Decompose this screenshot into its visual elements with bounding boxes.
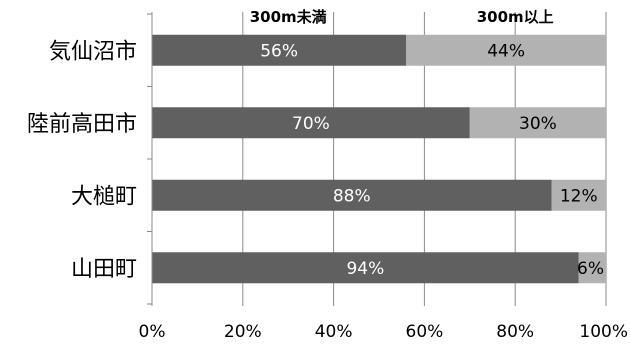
bar-segment [152,107,470,139]
bar-segment [406,34,606,66]
bar-segment [469,107,606,139]
bar-segment [152,34,407,66]
x-tick-label: 40% [315,322,353,342]
data-label: 44% [487,41,525,61]
bar-segment [152,179,552,211]
data-label: 6% [577,259,604,279]
legend-series-label: 300m以上 [477,8,554,26]
data-label: 30% [519,114,557,134]
category-label: 大槌町 [71,184,137,209]
bar-segment [551,179,606,211]
x-tick-label: 60% [406,322,444,342]
bar-segment [578,252,606,284]
data-label: 12% [560,186,598,206]
bars [152,34,606,284]
data-label: 70% [292,114,330,134]
category-label: 気仙沼市 [49,39,137,64]
y-axis [147,12,153,306]
category-label: 山田町 [71,257,137,282]
category-label: 陸前高田市 [27,112,137,137]
x-tick-label: 20% [224,322,262,342]
x-tick-label: 100% [579,322,628,342]
data-label: 88% [333,186,371,206]
data-label: 94% [346,259,384,279]
legend-series-label: 300m未満 [250,8,327,26]
x-tick-label: 80% [496,322,534,342]
bar-segment [152,252,579,284]
data-label: 56% [260,41,298,61]
x-tick-label: 0% [139,322,166,342]
